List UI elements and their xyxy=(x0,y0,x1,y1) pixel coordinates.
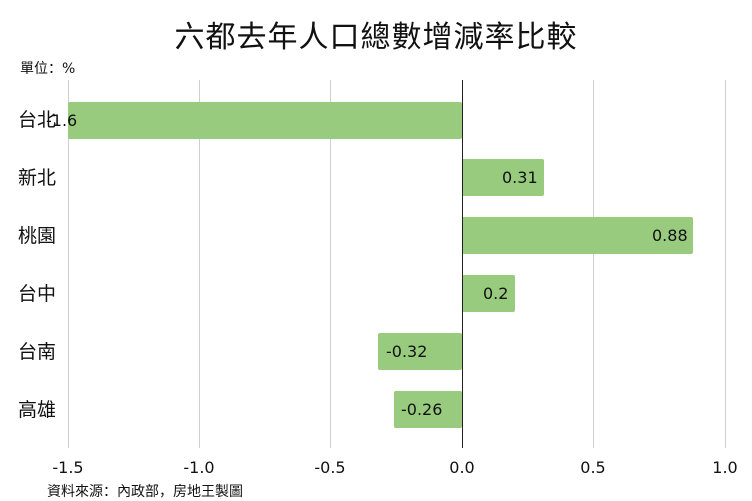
gridline xyxy=(725,80,726,448)
bar-tainan xyxy=(378,333,462,370)
value-label: -0.32 xyxy=(386,342,428,361)
value-label: 0.88 xyxy=(652,226,688,245)
category-label: 桃園 xyxy=(18,225,57,247)
source-note: 資料來源：內政部，房地王製圖 xyxy=(47,484,243,500)
category-label: 台北 xyxy=(18,109,57,131)
zero-line xyxy=(462,80,463,448)
chart-title: 六都去年人口總數增減率比較 xyxy=(174,20,578,55)
gridline xyxy=(199,80,200,448)
x-tick-label: -1.5 xyxy=(52,458,84,477)
bar-taichung xyxy=(462,275,515,312)
value-label: -1.6 xyxy=(46,111,78,130)
x-tick-label: -1.0 xyxy=(183,458,215,477)
x-tick-label: 0.5 xyxy=(580,458,606,477)
category-label: 台南 xyxy=(18,341,57,363)
plot-area: -1.6 0.31 0.88 0.2 -0.32 -0.26 台北 新北 桃園 … xyxy=(0,80,752,450)
x-tick-label: 1.0 xyxy=(712,458,738,477)
gridline xyxy=(330,80,331,448)
unit-label: 單位：% xyxy=(20,61,76,77)
value-label: 0.2 xyxy=(483,284,509,303)
x-tick-label: 0.0 xyxy=(449,458,475,477)
value-label: -0.26 xyxy=(401,400,443,419)
bar-taipei xyxy=(68,102,462,139)
gridline xyxy=(593,80,594,448)
gridline xyxy=(68,80,69,448)
bar-kaohsiung xyxy=(394,391,462,428)
bar-taoyuan xyxy=(462,217,693,254)
category-label: 新北 xyxy=(18,167,57,189)
x-tick-label: -0.5 xyxy=(314,458,346,477)
category-label: 台中 xyxy=(18,283,57,305)
value-label: 0.31 xyxy=(502,168,538,187)
bar-new-taipei xyxy=(462,159,544,196)
category-label: 高雄 xyxy=(18,399,57,421)
